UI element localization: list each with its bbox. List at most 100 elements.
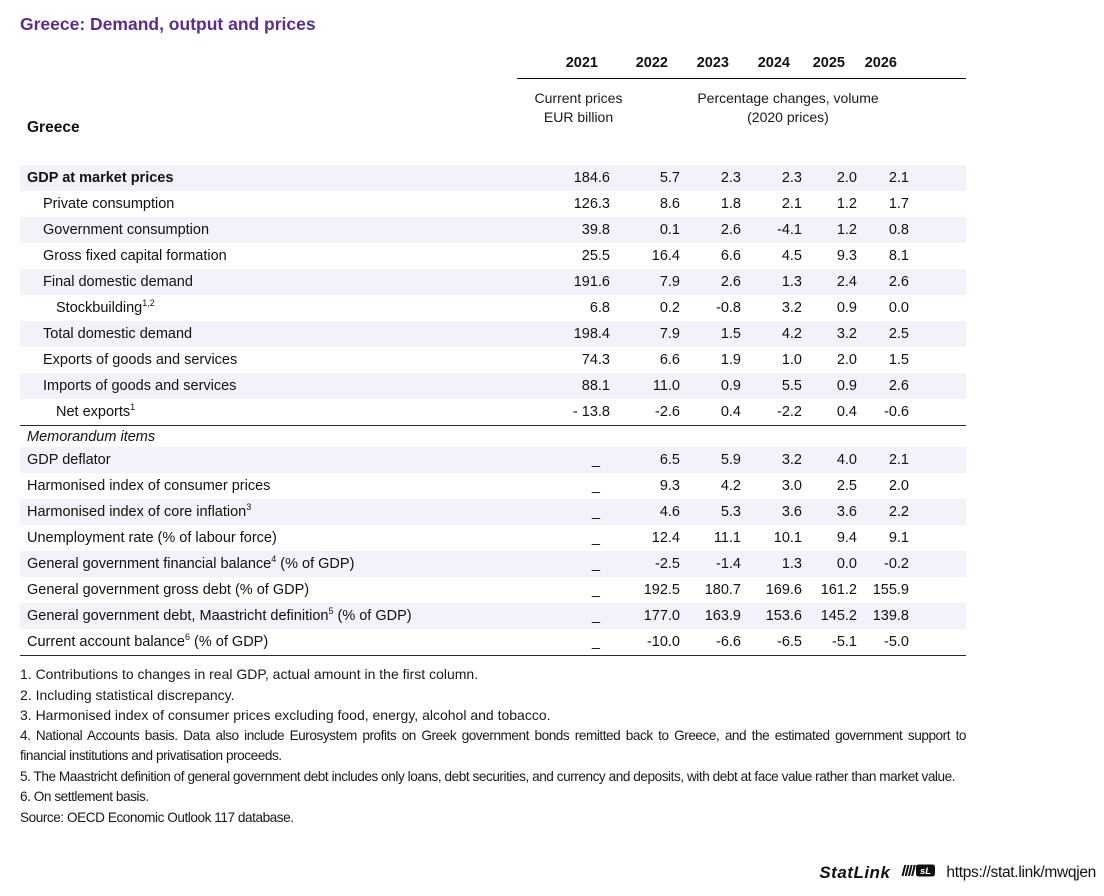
value-cell: 2.0	[888, 478, 909, 494]
value-cell: -5.1	[832, 634, 857, 650]
table-row: Private consumption 126.3 8.6 1.8 2.1 1.2 1.7	[20, 191, 966, 217]
value-cell: 126.3	[573, 196, 610, 212]
statlink: StatLink sL https://stat.link/mwqjen	[819, 862, 1096, 884]
volume-header-line2: (2020 prices)	[747, 109, 829, 125]
value-cell: 6.8	[589, 300, 610, 316]
value-cell: 11.1	[713, 530, 741, 546]
value-cell: 7.9	[659, 326, 680, 342]
row-label: Stockbuilding1,2	[20, 298, 517, 316]
row-label-text: Gross fixed capital formation	[43, 248, 227, 264]
footnote: 2. Including statistical discrepancy.	[20, 686, 235, 703]
value-cell: 0.4	[836, 404, 857, 420]
value-cell: 2.1	[888, 170, 909, 186]
value-cell: 3.6	[781, 504, 802, 520]
row-label-text: General government financial balance	[27, 556, 272, 572]
value-cell: 2.6	[720, 274, 741, 290]
value-cell: 0.1	[659, 222, 680, 238]
value-cell: -6.5	[777, 634, 802, 650]
value-cell: 6.5	[659, 452, 680, 468]
value-cell: 0.8	[888, 222, 909, 238]
row-label: GDP deflator	[20, 452, 517, 468]
years-row: 2021 2022 2023 2024 2025 2026	[517, 35, 966, 79]
row-label-text: Exports of goods and services	[43, 352, 238, 368]
row-label: Harmonised index of consumer prices	[20, 478, 517, 494]
value-cell: 7.9	[659, 274, 680, 290]
value-cell: 10.1	[773, 530, 802, 546]
table-row: General government gross debt (% of GDP)…	[20, 577, 966, 603]
row-label-superscript: 4	[271, 554, 277, 565]
value-cell: 0.9	[836, 300, 857, 316]
value-cell: 25.5	[581, 248, 610, 264]
table-row: General government debt, Maastricht defi…	[20, 603, 966, 629]
table-header: 2021 2022 2023 2024 2025 2026 Current pr…	[20, 35, 966, 165]
row-label-text: GDP deflator	[27, 452, 111, 468]
value-cell: _	[591, 556, 600, 572]
value-cell: 11.0	[652, 378, 680, 394]
value-cell: 2.1	[781, 196, 802, 212]
statlink-icon: sL	[899, 862, 937, 884]
table-row: Net exports1 - 13.8 -2.6 0.4 -2.2 0.4 -0.6	[20, 399, 966, 425]
row-label-suffix: (% of GDP)	[333, 608, 412, 624]
table-row: Final domestic demand 191.6 7.9 2.6 1.3 2.4 2.…	[20, 269, 966, 295]
value-cell: 192.5	[643, 582, 680, 598]
row-label: Net exports1	[20, 402, 517, 420]
table-row: GDP deflator _ 6.5 5.9 3.2 4.0 2.1	[20, 447, 966, 473]
value-cell: 4.6	[659, 504, 680, 520]
value-cell: 16.4	[651, 248, 680, 264]
value-cell: _	[591, 478, 600, 494]
row-label: General government financial balance4 (%…	[20, 554, 517, 572]
year-column-header: 2022	[635, 55, 668, 71]
row-label-superscript: 1	[130, 402, 136, 413]
footnote: 1. Contributions to changes in real GDP,…	[20, 666, 479, 682]
row-label-text: Private consumption	[43, 196, 175, 212]
statlink-url[interactable]: https://stat.link/mwqjen	[946, 864, 1096, 881]
row-label-text: General government gross debt (% of GDP)	[27, 582, 310, 598]
row-label-text: GDP at market prices	[27, 170, 174, 186]
value-cell: -4.1	[777, 222, 802, 238]
value-cell: 8.6	[659, 196, 680, 212]
value-cell: 1.3	[781, 556, 802, 572]
value-cell: 169.6	[765, 582, 802, 598]
region-label: Greece	[27, 119, 80, 136]
value-cell: _	[591, 608, 600, 624]
volume-header-line1: Percentage changes, volume	[697, 90, 879, 106]
row-label: Unemployment rate (% of labour force)	[20, 530, 517, 546]
value-cell: 39.8	[581, 222, 610, 238]
row-label: General government gross debt (% of GDP)	[20, 582, 517, 598]
row-label-suffix: (% of GDP)	[276, 556, 355, 572]
value-cell: 9.3	[659, 478, 680, 494]
value-cell: 9.1	[888, 530, 909, 546]
table-row: Harmonised index of core inflation3 _ 4.6 5…	[20, 499, 966, 525]
year-column-header: 2024	[757, 55, 790, 71]
value-cell: 0.0	[836, 556, 857, 572]
value-cell: 5.3	[720, 504, 741, 520]
row-label-suffix: (% of GDP)	[190, 634, 269, 650]
row-label-text: Final domestic demand	[43, 274, 193, 290]
value-cell: 1.3	[781, 274, 802, 290]
statlink-label-link: Link	[853, 863, 891, 882]
value-cell: 2.6	[888, 274, 909, 290]
value-cell: 180.7	[704, 582, 741, 598]
value-cell: -2.2	[777, 404, 802, 420]
year-column-header: 2021	[565, 55, 598, 71]
footnote: 3. Harmonised index of consumer prices e…	[20, 707, 551, 723]
value-cell: -6.6	[716, 634, 741, 650]
value-cell: 4.0	[836, 452, 857, 468]
statlink-label-stat: Stat	[819, 863, 854, 882]
value-cell: 3.6	[836, 504, 857, 520]
value-cell: 184.6	[573, 170, 610, 186]
value-cell: 12.4	[651, 530, 680, 546]
source-note: Source: OECD Economic Outlook 117 databa…	[20, 809, 294, 825]
current-prices-line2: EUR billion	[543, 109, 614, 125]
value-cell: 1.2	[836, 196, 857, 212]
table-row: General government financial balance4 (%…	[20, 551, 966, 577]
table-row: Exports of goods and services 74.3 6.6 1.9 1…	[20, 347, 966, 373]
row-label-superscript: 3	[246, 502, 252, 513]
table-row: Unemployment rate (% of labour force) _ 12…	[20, 525, 966, 551]
value-cell: 9.4	[836, 530, 857, 546]
row-label-superscript: 1,2	[142, 298, 155, 309]
statlink-label: StatLink	[819, 863, 890, 883]
value-cell: 2.3	[720, 170, 741, 186]
value-cell: 191.6	[573, 274, 610, 290]
